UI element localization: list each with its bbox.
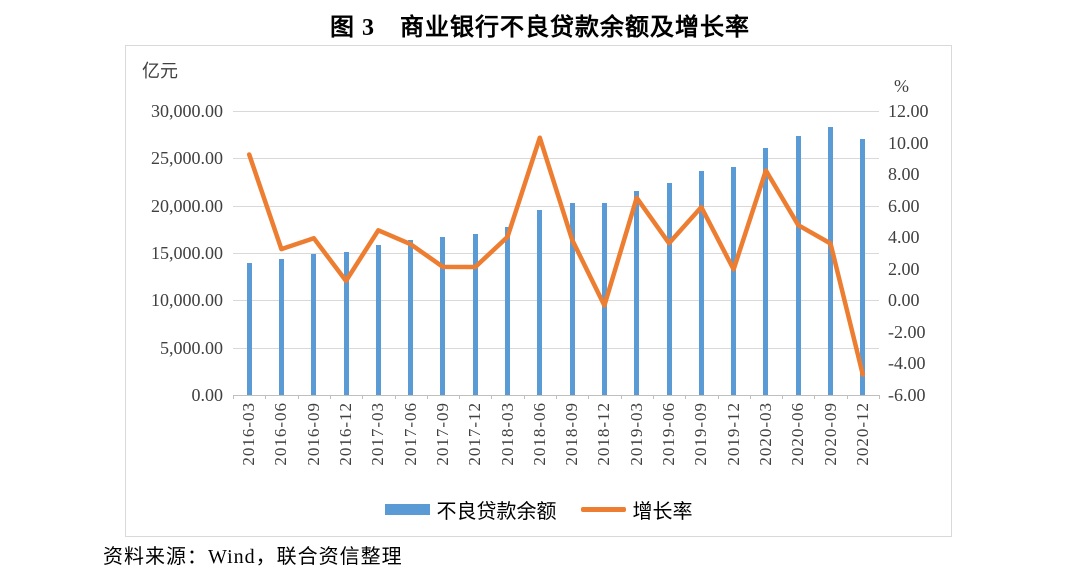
x-axis-category-label: 2018-09 [562, 402, 582, 466]
x-axis-category-label: 2016-03 [239, 402, 259, 466]
gridline [233, 347, 879, 349]
x-axis-category-label: 2016-06 [271, 402, 291, 466]
left-axis-tick-label: 15,000.00 [151, 243, 223, 263]
x-axis-category-label: 2017-03 [368, 402, 388, 466]
npl-balance-bar [666, 183, 672, 395]
left-axis-unit-label: 亿元 [142, 61, 178, 81]
npl-balance-bar [731, 166, 737, 395]
right-axis-unit-label: % [894, 76, 909, 96]
legend-bar-swatch-icon [384, 503, 430, 515]
right-axis-tick-label: 12.00 [888, 101, 929, 121]
x-axis-category-label: 2016-09 [303, 402, 323, 466]
npl-balance-bar [634, 190, 640, 395]
x-axis-category-label: 2016-12 [336, 402, 356, 466]
legend-line-swatch-icon [580, 506, 626, 512]
x-axis-category-label: 2019-12 [723, 402, 743, 466]
left-axis-tick-label: 0.00 [191, 385, 224, 405]
npl-balance-bar [698, 170, 704, 395]
gridline [233, 205, 879, 207]
gridline [233, 253, 879, 254]
x-axis-tick-mark [620, 395, 622, 399]
x-axis-tick-mark [685, 395, 687, 399]
right-axis-tick-label: 6.00 [888, 195, 920, 216]
left-axis-tick-label: 10,000.00 [151, 290, 223, 311]
right-axis-tick-label: 8.00 [888, 164, 920, 185]
x-axis-category-label: 2019-09 [691, 402, 711, 466]
npl-balance-bar [408, 240, 414, 395]
x-axis-category-label: 2017-12 [465, 402, 485, 466]
x-axis-tick-mark [459, 395, 461, 399]
left-axis-tick-label: 30,000.00 [151, 101, 223, 121]
legend-item-growth-rate: 增长率 [580, 495, 693, 524]
x-axis-tick-mark [782, 395, 784, 399]
x-axis-category-label: 2018-03 [497, 402, 517, 466]
x-axis-tick-mark [749, 395, 751, 399]
x-axis-tick-mark [394, 395, 396, 399]
gridline [233, 158, 879, 160]
npl-balance-bar [440, 236, 446, 395]
left-axis-tick-label: 20,000.00 [151, 195, 223, 216]
x-axis-category-label: 2018-12 [594, 402, 614, 466]
chart-title: 图 3 商业银行不良贷款余额及增长率 [330, 15, 750, 41]
x-axis-tick-mark [297, 395, 299, 399]
npl-balance-bar [278, 258, 284, 395]
x-axis-tick-mark [879, 395, 880, 399]
npl-balance-bar [246, 263, 252, 395]
x-axis-category-label: 2019-06 [659, 402, 679, 466]
x-axis-tick-mark [265, 395, 267, 399]
source-note: 资料来源：Wind，联合资信整理 [103, 546, 403, 568]
x-axis-tick-mark [588, 395, 590, 399]
x-axis-tick-mark [717, 395, 719, 399]
right-axis-tick-label: 2.00 [888, 258, 920, 279]
x-axis-tick-mark [523, 395, 525, 399]
x-axis-category-label: 2017-09 [432, 402, 452, 466]
npl-balance-bar [860, 139, 866, 395]
gridline [233, 111, 879, 112]
x-axis-category-label: 2017-06 [400, 402, 420, 466]
x-axis-category-label: 2020-06 [788, 402, 808, 466]
x-axis-tick-mark [233, 395, 234, 399]
x-axis-tick-mark [362, 395, 364, 399]
plot-area: 30,000.00 25,000.00 20,000.00 15,000.00 10,0… [126, 46, 953, 538]
x-axis-tick-mark [426, 395, 428, 399]
legend: 不良贷款余额 增长率 [126, 495, 951, 524]
npl-balance-bar [375, 245, 381, 395]
npl-balance-bar [472, 233, 478, 395]
left-axis-tick-label: 25,000.00 [151, 148, 223, 169]
x-axis-category-label: 2020-03 [755, 402, 775, 466]
npl-balance-bar [763, 147, 769, 395]
right-axis-tick-label: 0.00 [888, 290, 920, 311]
npl-balance-bar [343, 251, 349, 395]
x-axis-tick-mark [814, 395, 816, 399]
x-axis-tick-mark [846, 395, 848, 399]
right-axis-tick-label: -2.00 [888, 321, 926, 342]
x-axis-category-label: 2020-12 [852, 402, 872, 466]
legend-item-npl-balance: 不良贷款余额 [384, 495, 557, 524]
x-axis-category-label: 2018-06 [529, 402, 549, 466]
npl-balance-bar [828, 126, 834, 395]
npl-balance-bar [311, 253, 317, 395]
left-axis-tick-label: 5,000.00 [160, 337, 223, 358]
right-axis-tick-label: 4.00 [888, 227, 920, 248]
chart-area: 亿元 % 30,000.00 25,000.00 20,000.00 15,000.0… [125, 45, 952, 537]
legend-label-npl-balance: 不良贷款余额 [436, 500, 557, 523]
x-axis-tick-mark [491, 395, 493, 399]
x-axis-tick-mark [652, 395, 654, 399]
x-axis-category-label: 2020-09 [820, 402, 840, 466]
npl-balance-bar [601, 203, 607, 395]
npl-balance-bar [795, 135, 801, 395]
npl-balance-bar [537, 209, 543, 395]
npl-balance-bar [505, 227, 511, 395]
right-axis-tick-label: -4.00 [888, 353, 926, 374]
x-axis-category-label: 2019-03 [626, 402, 646, 466]
right-axis-tick-label: -6.00 [888, 385, 926, 405]
gridline [233, 300, 879, 302]
legend-label-growth-rate: 增长率 [632, 500, 693, 523]
npl-balance-bar [569, 202, 575, 395]
right-axis-tick-label: 10.00 [888, 132, 929, 153]
x-axis-tick-mark [329, 395, 331, 399]
x-axis-tick-mark [556, 395, 557, 399]
